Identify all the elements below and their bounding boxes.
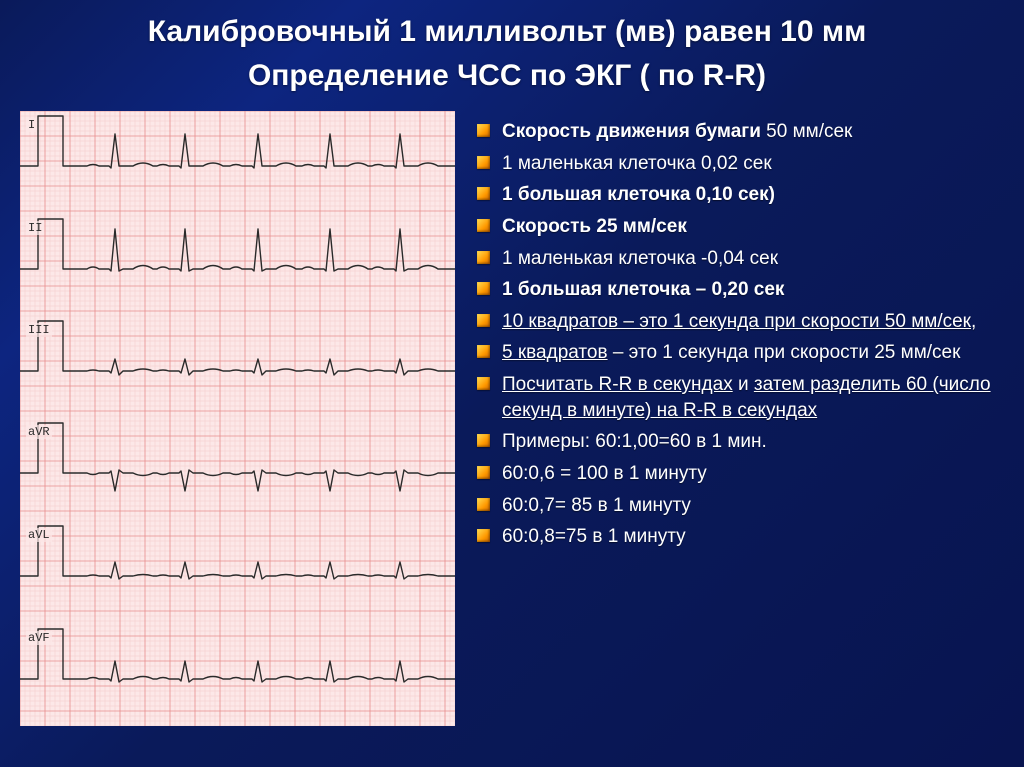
bullet-marker-icon <box>477 124 490 137</box>
bullet-item: 1 маленькая клеточка 0,02 сек <box>477 151 994 177</box>
bullet-text: 60:0,6 = 100 в 1 минуту <box>502 461 707 487</box>
bullet-item: 1 большая клеточка – 0,20 сек <box>477 277 994 303</box>
bullet-text: 1 маленькая клеточка -0,04 сек <box>502 246 778 272</box>
bullet-item: Скорость движения бумаги 50 мм/сек <box>477 119 994 145</box>
bullet-text: Посчитать R-R в секундах и затем раздели… <box>502 372 994 423</box>
title-block: Калибровочный 1 милливольт (мв) равен 10… <box>20 15 994 93</box>
bullet-marker-icon <box>477 345 490 358</box>
bullet-marker-icon <box>477 377 490 390</box>
bullet-text: 1 большая клеточка – 0,20 сек <box>502 277 784 303</box>
ecg-lead-label: aVR <box>26 425 52 439</box>
bullet-item: 1 маленькая клеточка -0,04 сек <box>477 246 994 272</box>
content-row: IIIIIIaVRaVLaVF Скорость движения бумаги… <box>20 111 994 752</box>
title-line-2: Определение ЧСС по ЭКГ ( по R-R) <box>20 59 994 93</box>
bullet-item: Посчитать R-R в секундах и затем раздели… <box>477 372 994 423</box>
bullet-marker-icon <box>477 434 490 447</box>
bullet-text: 5 квадратов – это 1 секунда при скорости… <box>502 340 960 366</box>
bullet-text: 1 маленькая клеточка 0,02 сек <box>502 151 772 177</box>
bullet-item: 1 большая клеточка 0,10 сек) <box>477 182 994 208</box>
slide: Калибровочный 1 милливольт (мв) равен 10… <box>0 0 1024 767</box>
bullet-marker-icon <box>477 282 490 295</box>
bullet-marker-icon <box>477 466 490 479</box>
bullet-item: 10 квадратов – это 1 секунда при скорост… <box>477 309 994 335</box>
bullet-item: Скорость 25 мм/сек <box>477 214 994 240</box>
bullet-text: 10 квадратов – это 1 секунда при скорост… <box>502 309 976 335</box>
bullet-marker-icon <box>477 187 490 200</box>
ecg-strip: IIIIIIaVRaVLaVF <box>20 111 455 726</box>
bullet-list: Скорость движения бумаги 50 мм/сек 1 мале… <box>477 111 994 752</box>
ecg-lead-label: aVL <box>26 528 52 542</box>
bullet-marker-icon <box>477 314 490 327</box>
bullet-text: 1 большая клеточка 0,10 сек) <box>502 182 775 208</box>
bullet-item: Примеры: 60:1,00=60 в 1 мин. <box>477 429 994 455</box>
bullet-text: Скорость 25 мм/сек <box>502 214 687 240</box>
ecg-lead-label: II <box>26 221 44 235</box>
ecg-lead-label: aVF <box>26 631 52 645</box>
bullet-text: Скорость движения бумаги 50 мм/сек <box>502 119 852 145</box>
bullet-marker-icon <box>477 529 490 542</box>
bullet-marker-icon <box>477 219 490 232</box>
bullet-marker-icon <box>477 251 490 264</box>
bullet-text: Примеры: 60:1,00=60 в 1 мин. <box>502 429 767 455</box>
ecg-panel: IIIIIIaVRaVLaVF <box>20 111 455 752</box>
bullet-item: 5 квадратов – это 1 секунда при скорости… <box>477 340 994 366</box>
title-line-1: Калибровочный 1 милливольт (мв) равен 10… <box>20 15 994 49</box>
bullet-item: 60:0,8=75 в 1 минуту <box>477 524 994 550</box>
bullet-text: 60:0,8=75 в 1 минуту <box>502 524 686 550</box>
bullet-item: 60:0,7= 85 в 1 минуту <box>477 493 994 519</box>
bullet-item: 60:0,6 = 100 в 1 минуту <box>477 461 994 487</box>
bullet-marker-icon <box>477 498 490 511</box>
bullet-text: 60:0,7= 85 в 1 минуту <box>502 493 691 519</box>
ecg-lead-label: I <box>26 118 37 132</box>
ecg-lead-label: III <box>26 323 52 337</box>
bullet-marker-icon <box>477 156 490 169</box>
